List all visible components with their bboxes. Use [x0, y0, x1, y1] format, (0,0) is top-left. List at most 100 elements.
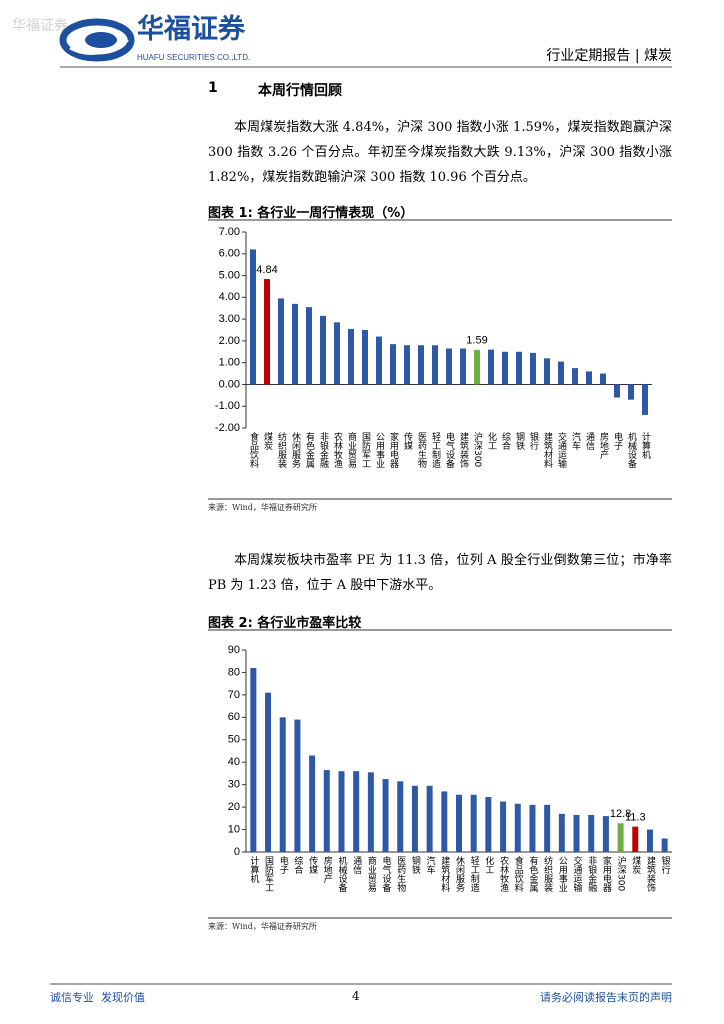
bar: [294, 719, 301, 852]
x-tick-label: 煤炭: [630, 855, 641, 875]
bar: [573, 814, 580, 852]
bar: [514, 803, 521, 852]
bar: [600, 373, 606, 385]
bar: [348, 328, 354, 385]
y-tick-label: 7.00: [219, 226, 240, 238]
x-tick-label: 医药生物: [395, 856, 406, 893]
x-tick-label: 化工: [486, 431, 497, 450]
value-label: 12.8: [610, 808, 631, 820]
bar: [614, 384, 620, 398]
bar: [390, 344, 396, 385]
x-tick-label: 化工: [483, 855, 494, 874]
x-tick-label: 纺织服装: [542, 855, 553, 893]
x-tick-label: 轻工制造: [430, 431, 441, 469]
x-tick-label: 商业贸易: [346, 431, 357, 469]
x-tick-label: 建筑装饰: [645, 855, 656, 893]
bar: [418, 345, 424, 385]
bar: [432, 345, 438, 385]
bar: [323, 770, 330, 852]
y-tick-label: 90: [228, 644, 240, 656]
footer-right: 请务必阅读报告末页的声明: [540, 991, 672, 1004]
y-tick-label: 70: [228, 689, 240, 701]
bar: [446, 348, 452, 385]
bar: [500, 801, 507, 852]
bar: [470, 794, 477, 852]
bar: [646, 829, 653, 852]
x-tick-label: 建筑材料: [439, 855, 450, 893]
bar: [279, 717, 286, 852]
x-tick-label: 煤炭: [262, 431, 273, 451]
bar: [250, 249, 256, 385]
bar: [474, 349, 480, 385]
x-tick-label: 房地产: [322, 855, 333, 884]
value-label: 4.84: [256, 264, 277, 276]
bar: [602, 816, 609, 852]
bar: [441, 791, 448, 852]
x-tick-label: 非银金融: [586, 855, 597, 893]
bar: [456, 794, 462, 852]
y-tick-label: 80: [228, 666, 240, 678]
x-tick-label: 商业贸易: [366, 855, 377, 893]
bar: [617, 823, 624, 852]
bar: [367, 772, 374, 852]
x-tick-label: 休闲服务: [454, 855, 465, 893]
y-tick-label: -2.00: [215, 422, 240, 434]
x-tick-label: 农林牧渔: [498, 855, 509, 892]
x-tick-label: 综合: [292, 855, 303, 875]
x-tick-label: 休闲服务: [290, 431, 301, 469]
y-tick-label: 4.00: [219, 291, 240, 303]
bar: [544, 358, 550, 385]
bar: [530, 352, 536, 385]
bar: [628, 384, 634, 400]
bar: [488, 349, 494, 385]
bar: [485, 797, 492, 852]
bar: [411, 785, 418, 852]
paragraph: 本周煤炭指数大涨 4.84%，沪深 300 指数小涨 1.59%，煤炭指数跑赢沪…: [208, 120, 672, 185]
bar: [292, 303, 298, 385]
x-tick-label: 国防军工: [360, 432, 371, 468]
bar: [661, 838, 668, 852]
bar: [516, 351, 522, 385]
bar: [320, 315, 326, 385]
x-tick-label: 食品饮料: [513, 855, 524, 893]
x-tick-label: 计算机: [248, 855, 259, 884]
bar: [306, 307, 312, 385]
x-tick-label: 建筑材料: [542, 431, 553, 469]
y-tick-label: 20: [228, 801, 240, 813]
page-number: 4: [352, 989, 360, 1003]
x-tick-label: 通信: [351, 856, 362, 875]
y-tick-label: 0: [234, 846, 240, 858]
bar: [250, 667, 257, 852]
x-tick-label: 轻工制造: [469, 855, 480, 893]
x-tick-label: 钢铁: [410, 855, 421, 875]
x-tick-label: 电气设备: [444, 431, 455, 468]
logo-name: 华福证券: [137, 13, 246, 45]
x-tick-label: 机械设备: [336, 855, 347, 892]
x-tick-label: 银行: [660, 855, 671, 875]
x-tick-label: 钢铁: [514, 431, 525, 451]
x-tick-label: 机械设备: [626, 431, 637, 468]
bar: [376, 336, 382, 385]
y-tick-label: 30: [228, 779, 240, 791]
bar: [502, 351, 508, 385]
x-tick-label: 非银金融: [318, 431, 329, 469]
paragraph: 本周煤炭板块市盈率 PE 为 11.3 倍，位列 A 股全行业倒数第三位；市净率…: [208, 553, 672, 593]
x-tick-label: 有色金属: [304, 431, 315, 469]
x-tick-label: 综合: [500, 431, 511, 451]
x-tick-label: 家用电器: [388, 431, 399, 468]
report-type: 行业定期报告 | 煤炭: [546, 48, 672, 64]
x-tick-label: 农林牧渔: [332, 431, 343, 468]
x-tick-label: 医药生物: [416, 432, 427, 469]
y-tick-label: 10: [228, 823, 240, 835]
bar: [642, 384, 648, 415]
x-tick-label: 食品饮料: [248, 431, 259, 469]
x-tick-label: 汽车: [425, 855, 436, 875]
x-tick-label: 银行: [528, 431, 539, 451]
bar: [426, 785, 433, 852]
bar: [460, 348, 466, 385]
bar: [558, 813, 565, 852]
watermark: 华福证券: [12, 17, 68, 33]
x-tick-label: 家用电器: [601, 855, 612, 892]
x-tick-label: 传媒: [402, 431, 413, 451]
